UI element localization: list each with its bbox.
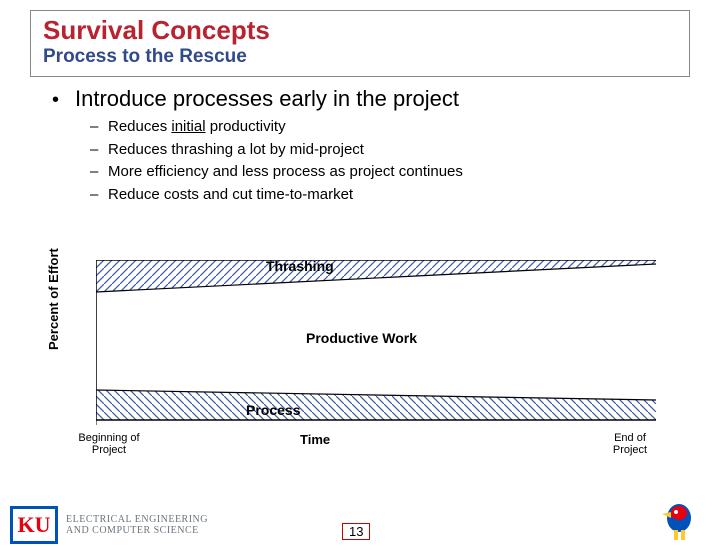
jayhawk-icon <box>656 498 702 544</box>
sub-bullet: –More efficiency and less process as pro… <box>90 161 690 184</box>
bullet-text: Introduce processes early in the project <box>75 86 459 112</box>
ku-logo: KU ELECTRICAL ENGINEERING AND COMPUTER S… <box>10 506 208 544</box>
ku-mark: KU <box>10 506 58 544</box>
chart-ylabel: Percent of Effort <box>46 248 61 350</box>
label-thrashing: Thrashing <box>266 258 334 274</box>
label-process: Process <box>246 402 300 418</box>
bullet-dot: • <box>52 89 59 112</box>
content-area: • Introduce processes early in the proje… <box>52 85 690 206</box>
sub-bullet: –Reduces thrashing a lot by mid-project <box>90 139 690 162</box>
slide-subtitle: Process to the Rescue <box>43 46 677 68</box>
slide-title: Survival Concepts <box>43 15 677 46</box>
sub-bullet: –Reduce costs and cut time-to-market <box>90 184 690 207</box>
sub-bullet-list: –Reduces initial productivity –Reduces t… <box>90 116 690 206</box>
x-end-label: End of Project <box>600 432 660 456</box>
page-number: 13 <box>342 523 370 540</box>
x-time-label: Time <box>300 432 330 447</box>
sub-bullet: –Reduces initial productivity <box>90 116 690 139</box>
x-begin-label: Beginning of Project <box>74 432 144 456</box>
effort-chart: Percent of Effort Thrashing Productive W… <box>60 260 670 470</box>
ku-dept-text: ELECTRICAL ENGINEERING AND COMPUTER SCIE… <box>66 514 208 537</box>
label-productive: Productive Work <box>306 330 417 346</box>
chart-plot: Thrashing Productive Work Process <box>96 260 656 425</box>
title-box: Survival Concepts Process to the Rescue <box>30 10 690 77</box>
footer: KU ELECTRICAL ENGINEERING AND COMPUTER S… <box>0 492 720 550</box>
main-bullet: • Introduce processes early in the proje… <box>52 85 690 112</box>
